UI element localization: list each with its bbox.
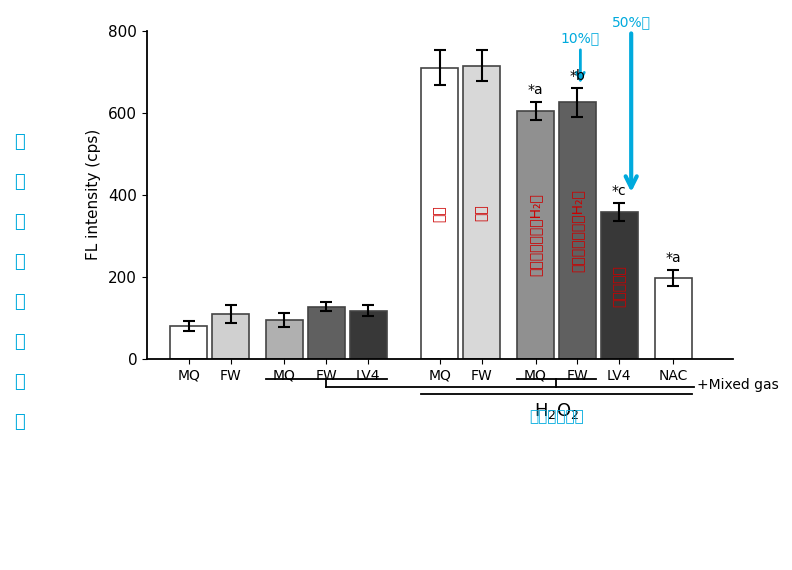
Text: 50%減: 50%減: [611, 15, 651, 30]
Bar: [421, 68, 459, 359]
Bar: [308, 307, 345, 359]
Bar: [463, 66, 501, 359]
Text: *b: *b: [569, 69, 585, 83]
Bar: [654, 278, 691, 359]
Text: 胞: 胞: [14, 173, 25, 192]
Text: 内: 内: [14, 213, 25, 231]
Text: 素: 素: [14, 373, 25, 391]
Text: H$_2$O$_2$: H$_2$O$_2$: [534, 401, 579, 421]
Text: 淨水: 淨水: [474, 204, 489, 221]
Text: 水素水（純水＋H₂）: 水素水（純水＋H₂）: [528, 193, 543, 276]
Y-axis label: FL intensity (cps): FL intensity (cps): [86, 129, 101, 260]
Text: *c: *c: [612, 184, 626, 198]
Text: 細: 細: [14, 133, 25, 152]
Text: 活: 活: [14, 253, 25, 271]
Bar: [600, 212, 638, 359]
Text: 活性酸素添加: 活性酸素添加: [529, 409, 584, 424]
Bar: [559, 103, 596, 359]
Text: 純水: 純水: [433, 205, 447, 222]
Text: 酸: 酸: [14, 333, 25, 351]
Bar: [266, 320, 303, 359]
Text: *a: *a: [665, 251, 681, 264]
Text: 水素水（淨水＋H₂）: 水素水（淨水＋H₂）: [570, 189, 584, 272]
Text: +Mixed gas: +Mixed gas: [697, 378, 779, 392]
Bar: [349, 311, 386, 359]
Text: 性: 性: [14, 293, 25, 311]
Bar: [170, 326, 208, 359]
Text: 量: 量: [14, 413, 25, 431]
Text: *a: *a: [527, 83, 543, 97]
Bar: [212, 314, 249, 359]
Text: 電解水素水: 電解水素水: [612, 264, 626, 307]
Text: 10%減: 10%減: [561, 31, 600, 45]
Bar: [517, 111, 554, 359]
